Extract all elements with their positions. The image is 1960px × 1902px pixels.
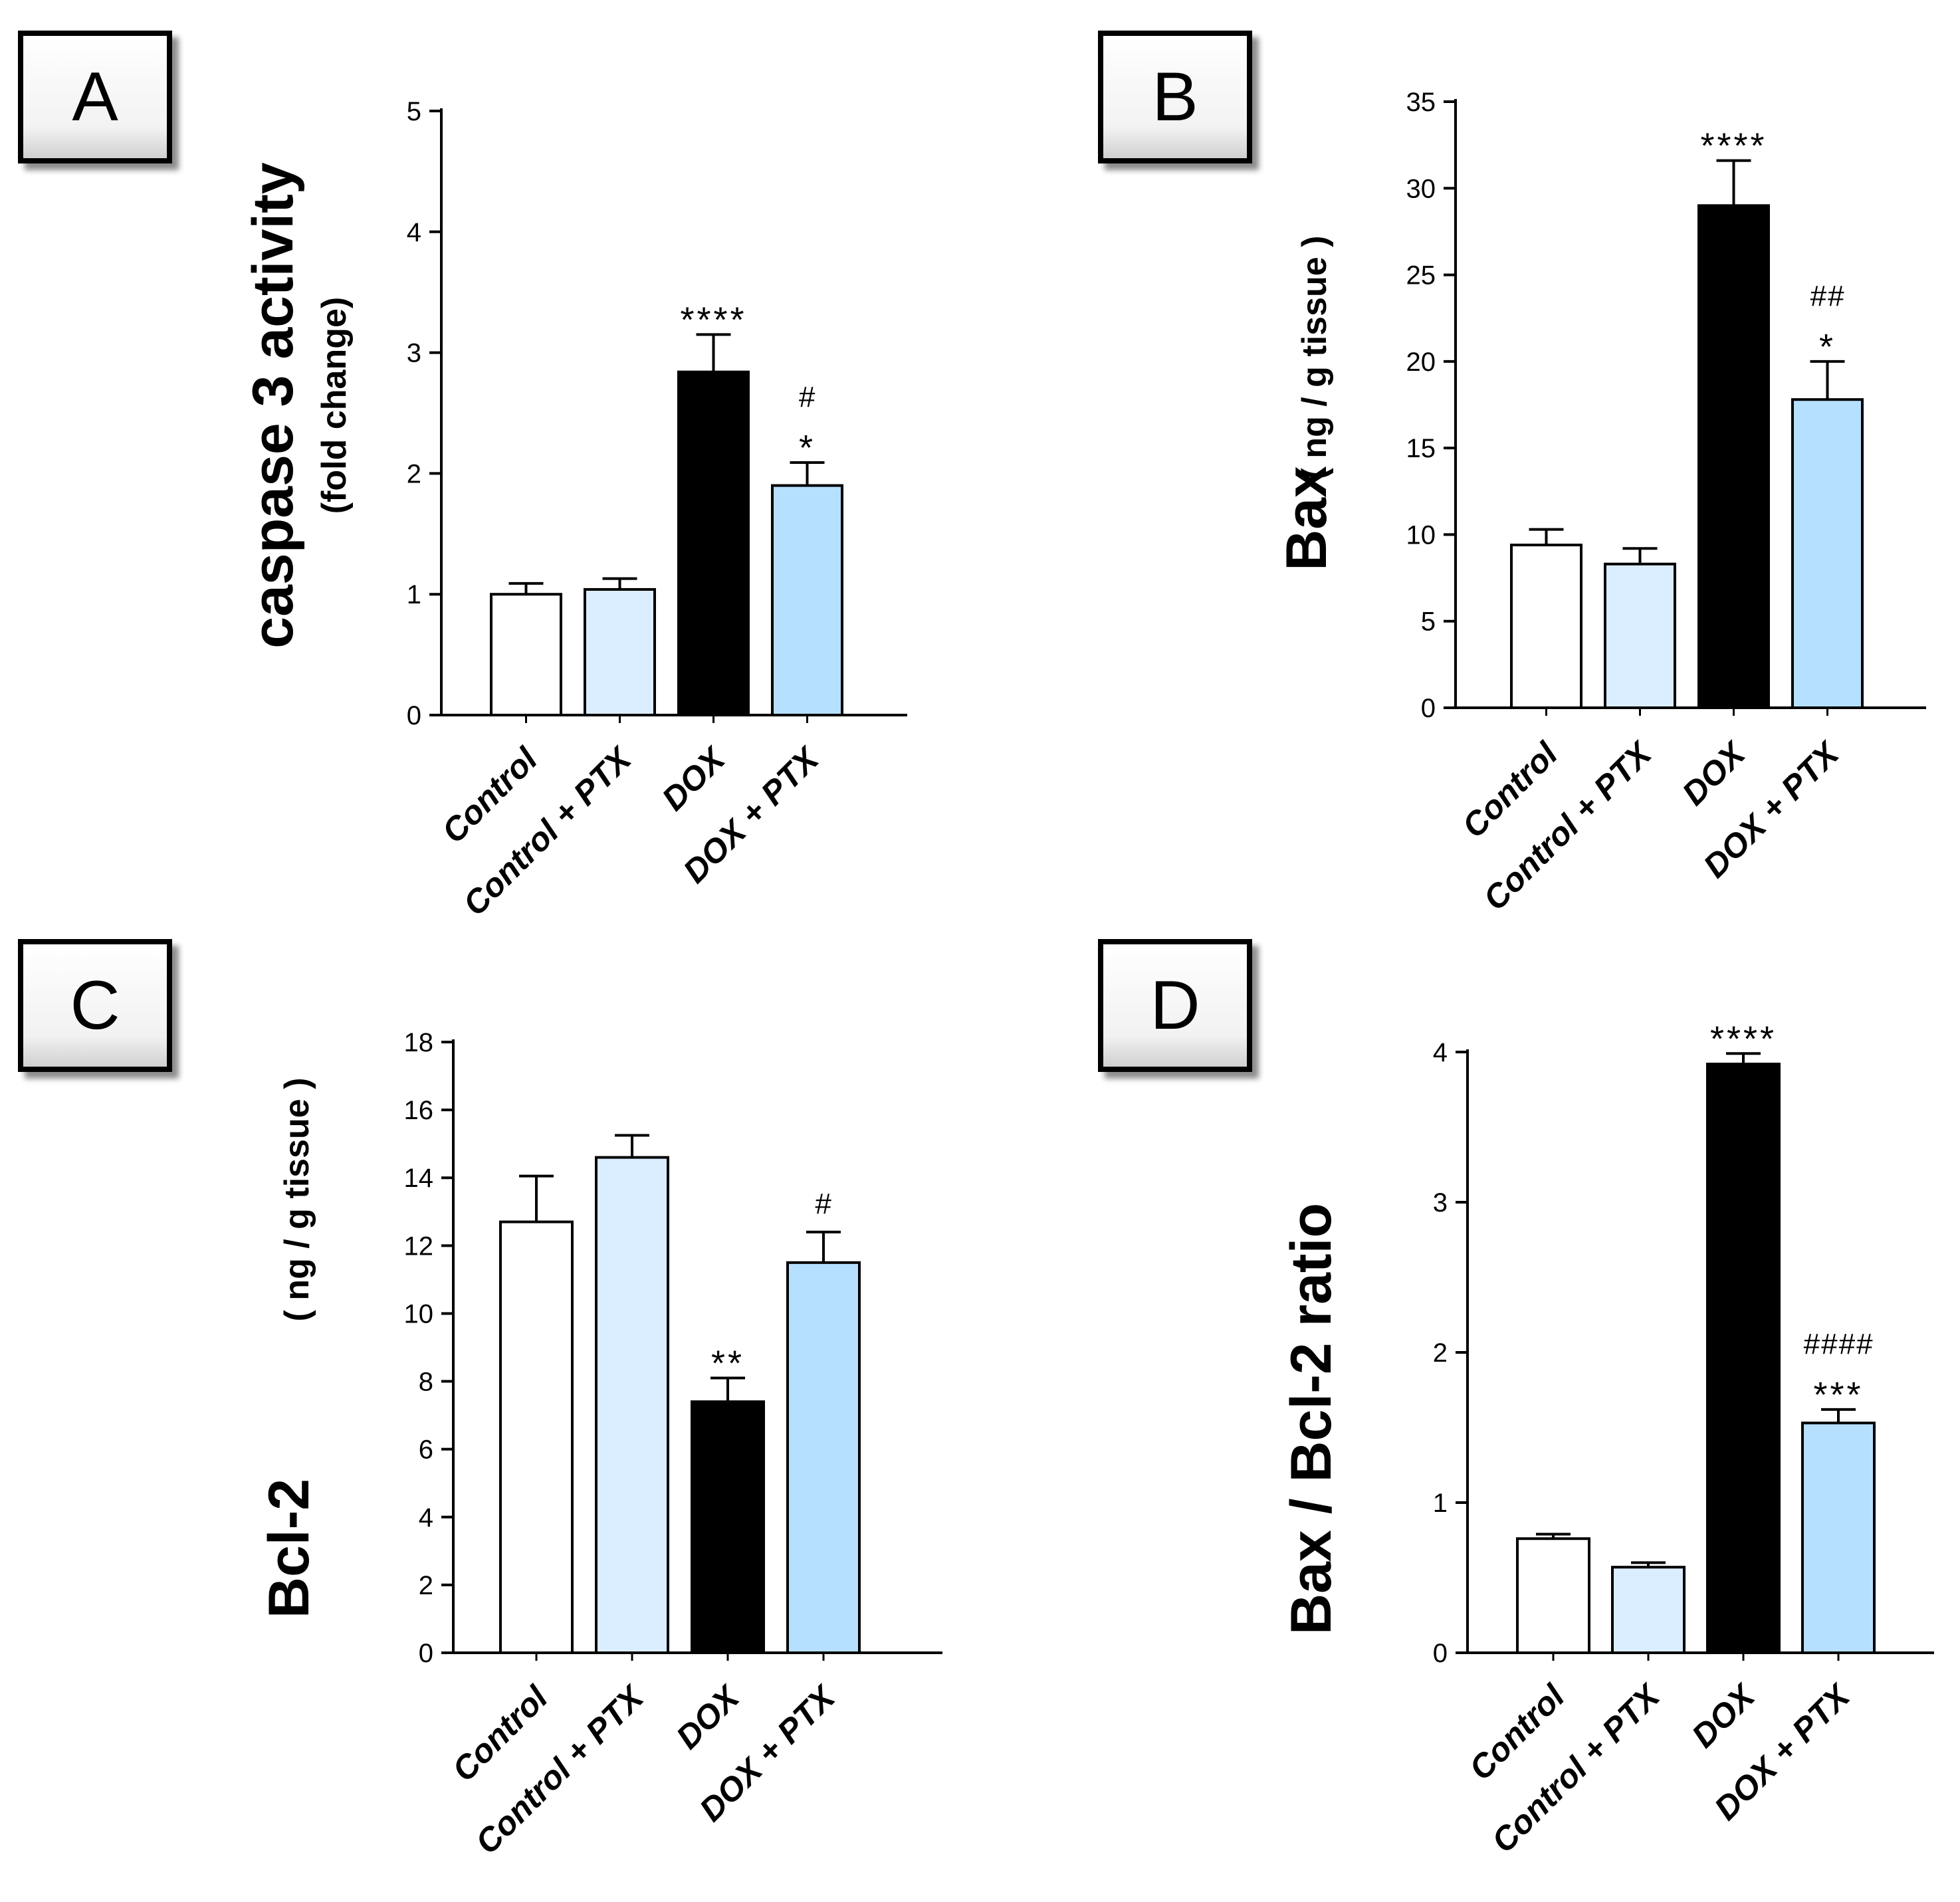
y-axis-label-c: Bcl-2 xyxy=(257,1479,321,1618)
y-tick-label-b: 30 xyxy=(1406,174,1436,203)
y-tick-label-d: 4 xyxy=(1433,1038,1448,1067)
category-label-c: DOX xyxy=(669,1677,748,1756)
y-tick-label-a: 2 xyxy=(407,459,421,488)
bar-c-4 xyxy=(786,1261,861,1654)
category-label-a: Control + PTX xyxy=(456,739,639,922)
y-tick-label-a: 1 xyxy=(407,580,421,609)
y-tick-label-b: 20 xyxy=(1406,348,1436,377)
y-axis-label-b: Bax xyxy=(1275,466,1339,571)
category-label-a: DOX xyxy=(655,739,733,817)
significance-label-a: # xyxy=(798,381,816,413)
y-axis-label-a: caspase 3 activity xyxy=(241,162,305,649)
y-tick-label-c: 2 xyxy=(419,1571,433,1600)
category-label-d: Control + PTX xyxy=(1484,1676,1668,1859)
y-tick-label-c: 8 xyxy=(419,1368,433,1397)
bar-b-3 xyxy=(1697,204,1770,710)
panel-label-c: C xyxy=(18,939,172,1072)
bar-d-2 xyxy=(1611,1566,1686,1654)
significance-label-c: ** xyxy=(711,1343,744,1383)
significance-label-b: ## xyxy=(1810,280,1845,312)
y-tick-label-c: 12 xyxy=(404,1231,434,1261)
y-tick-label-c: 16 xyxy=(404,1096,434,1125)
y-tick-label-a: 5 xyxy=(407,97,421,126)
y-tick-label-a: 0 xyxy=(407,701,421,730)
y-tick-label-b: 15 xyxy=(1406,434,1436,463)
y-tick-label-d: 1 xyxy=(1433,1489,1448,1518)
y-tick-label-b: 25 xyxy=(1406,261,1436,290)
bar-a-1 xyxy=(490,593,562,717)
bar-d-4 xyxy=(1801,1422,1876,1654)
bar-d-1 xyxy=(1516,1537,1590,1654)
y-tick-label-c: 4 xyxy=(419,1503,433,1532)
bar-b-2 xyxy=(1604,562,1676,709)
bar-b-1 xyxy=(1510,544,1582,710)
y-axis-sublabel-a: (fold change) xyxy=(315,297,354,514)
panel-label-a: A xyxy=(18,31,172,163)
bar-b-4 xyxy=(1791,398,1864,709)
panel-label-b: B xyxy=(1098,31,1252,163)
bar-c-2 xyxy=(595,1156,669,1654)
significance-label-a: * xyxy=(799,428,816,468)
bar-d-3 xyxy=(1706,1063,1781,1654)
significance-label-b: **** xyxy=(1700,126,1767,166)
y-axis-sublabel-b: ( ng / g tissue ) xyxy=(1295,236,1334,480)
y-tick-label-c: 6 xyxy=(419,1435,433,1465)
y-tick-label-c: 10 xyxy=(404,1299,434,1328)
panel-label-d: D xyxy=(1098,939,1252,1072)
category-label-d: DOX xyxy=(1685,1676,1763,1754)
significance-label-b: * xyxy=(1819,327,1836,367)
bar-c-1 xyxy=(499,1220,574,1655)
y-tick-label-a: 4 xyxy=(407,218,421,247)
significance-label-a: **** xyxy=(680,300,746,340)
significance-label-c: # xyxy=(815,1188,832,1220)
y-axis-label-d: Bax / Bcl-2 ratio xyxy=(1279,1203,1343,1635)
y-tick-label-d: 2 xyxy=(1433,1338,1448,1368)
significance-label-d: #### xyxy=(1803,1328,1874,1360)
y-tick-label-c: 18 xyxy=(404,1028,434,1057)
bar-a-2 xyxy=(584,587,656,716)
y-axis-sublabel-c: ( ng / g tissue ) xyxy=(278,1078,316,1322)
category-label-b: Control + PTX xyxy=(1476,734,1660,917)
y-tick-label-c: 0 xyxy=(419,1639,433,1668)
category-label-b: DOX xyxy=(1675,734,1753,812)
y-tick-label-d: 0 xyxy=(1433,1639,1448,1668)
category-label-c: Control + PTX xyxy=(468,1677,651,1861)
y-tick-label-c: 14 xyxy=(404,1164,434,1193)
bar-a-3 xyxy=(677,370,750,716)
y-tick-label-d: 3 xyxy=(1433,1188,1448,1217)
y-tick-label-a: 3 xyxy=(407,339,421,368)
significance-label-d: **** xyxy=(1710,1019,1777,1059)
y-tick-label-b: 0 xyxy=(1421,694,1436,723)
significance-label-d: *** xyxy=(1813,1375,1863,1415)
y-tick-label-b: 5 xyxy=(1421,607,1436,637)
y-tick-label-b: 10 xyxy=(1406,520,1436,550)
bar-a-4 xyxy=(771,484,843,717)
y-tick-label-b: 35 xyxy=(1406,88,1436,117)
bar-c-3 xyxy=(691,1400,765,1655)
